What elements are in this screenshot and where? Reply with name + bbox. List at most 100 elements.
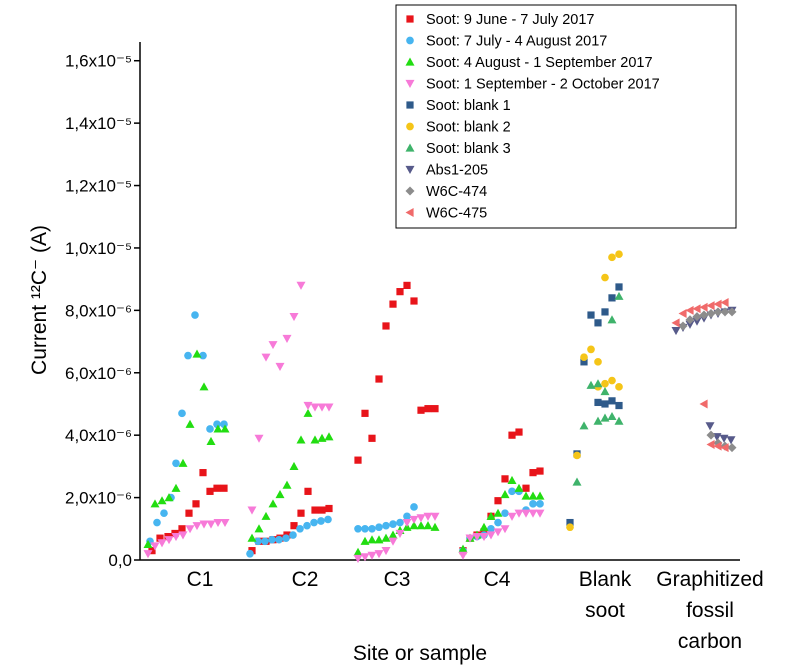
marker bbox=[416, 521, 426, 530]
marker bbox=[521, 491, 531, 500]
legend-label: Soot: blank 3 bbox=[426, 141, 511, 157]
y-tick-label: 0,0 bbox=[108, 551, 132, 570]
marker bbox=[601, 308, 609, 316]
marker bbox=[403, 512, 411, 521]
marker bbox=[389, 520, 397, 528]
marker bbox=[678, 308, 687, 318]
marker bbox=[720, 443, 729, 453]
marker bbox=[289, 461, 299, 470]
marker bbox=[310, 435, 320, 444]
marker bbox=[713, 441, 722, 451]
marker bbox=[587, 345, 595, 354]
marker bbox=[396, 288, 404, 296]
marker bbox=[601, 400, 609, 408]
marker bbox=[150, 499, 160, 508]
marker bbox=[458, 551, 468, 560]
marker bbox=[587, 311, 595, 319]
marker bbox=[374, 550, 384, 559]
marker bbox=[268, 499, 278, 508]
marker bbox=[685, 305, 694, 315]
marker bbox=[508, 487, 516, 496]
marker bbox=[501, 475, 509, 483]
x-tick-label-line: Graphitized bbox=[656, 568, 763, 591]
marker bbox=[579, 421, 589, 430]
marker bbox=[594, 358, 602, 366]
marker bbox=[416, 514, 426, 523]
legend-label: Soot: blank 2 bbox=[426, 120, 511, 136]
legend-marker bbox=[405, 143, 415, 152]
marker bbox=[199, 520, 209, 529]
marker bbox=[601, 379, 609, 388]
marker bbox=[374, 535, 384, 544]
marker bbox=[310, 403, 320, 412]
marker bbox=[353, 547, 363, 556]
legend-label: Soot: blank 1 bbox=[426, 98, 511, 114]
marker bbox=[303, 401, 313, 411]
marker bbox=[601, 273, 609, 282]
marker bbox=[361, 524, 369, 533]
marker bbox=[367, 535, 377, 544]
marker bbox=[430, 522, 440, 531]
marker bbox=[529, 469, 537, 477]
marker bbox=[706, 301, 715, 311]
legend-label: Soot: 7 July - 4 August 2017 bbox=[426, 34, 607, 50]
marker bbox=[614, 291, 624, 300]
marker bbox=[275, 489, 285, 499]
marker bbox=[143, 539, 153, 548]
marker bbox=[615, 250, 623, 259]
x-tick-label-line: fossil bbox=[686, 599, 734, 622]
marker bbox=[156, 534, 164, 542]
y-tick-label: 1,4x10⁻⁵ bbox=[65, 114, 132, 133]
x-tick-label-line: soot bbox=[585, 599, 625, 622]
marker bbox=[402, 518, 412, 528]
marker bbox=[375, 375, 383, 383]
marker bbox=[494, 518, 502, 527]
marker bbox=[410, 297, 418, 305]
marker bbox=[500, 525, 510, 534]
marker bbox=[282, 480, 292, 489]
y-tick-label: 1,6x10⁻⁵ bbox=[65, 52, 132, 71]
marker bbox=[514, 509, 524, 518]
marker bbox=[692, 304, 701, 314]
marker bbox=[566, 523, 574, 532]
marker bbox=[192, 349, 202, 358]
marker bbox=[528, 509, 538, 518]
marker bbox=[220, 424, 230, 433]
marker bbox=[290, 522, 298, 530]
marker bbox=[458, 544, 468, 553]
marker bbox=[566, 518, 574, 527]
marker bbox=[692, 312, 702, 322]
marker bbox=[594, 319, 602, 327]
marker bbox=[486, 531, 496, 540]
legend-marker bbox=[405, 57, 415, 66]
marker bbox=[303, 521, 311, 530]
marker bbox=[720, 298, 729, 308]
marker bbox=[423, 521, 433, 530]
marker bbox=[607, 411, 617, 421]
marker bbox=[479, 522, 489, 531]
legend-box bbox=[395, 4, 737, 229]
marker bbox=[536, 467, 544, 475]
marker bbox=[727, 443, 737, 453]
marker bbox=[268, 341, 278, 350]
marker bbox=[206, 436, 216, 446]
marker bbox=[685, 315, 695, 325]
marker bbox=[261, 537, 269, 546]
marker bbox=[671, 327, 681, 336]
marker bbox=[171, 483, 181, 492]
marker bbox=[220, 518, 230, 528]
marker bbox=[705, 422, 715, 431]
marker bbox=[367, 551, 377, 560]
marker bbox=[324, 515, 332, 524]
marker bbox=[368, 524, 376, 533]
marker bbox=[395, 529, 405, 538]
legend-label: Soot: 9 June - 7 July 2017 bbox=[426, 12, 594, 28]
marker bbox=[178, 409, 186, 418]
marker bbox=[143, 550, 153, 559]
marker bbox=[600, 386, 610, 396]
x-tick-label: C1 bbox=[187, 568, 214, 591]
marker bbox=[536, 500, 544, 508]
legend-marker bbox=[406, 15, 414, 23]
x-tick-label-line: Blank bbox=[579, 568, 632, 591]
marker bbox=[206, 520, 216, 529]
